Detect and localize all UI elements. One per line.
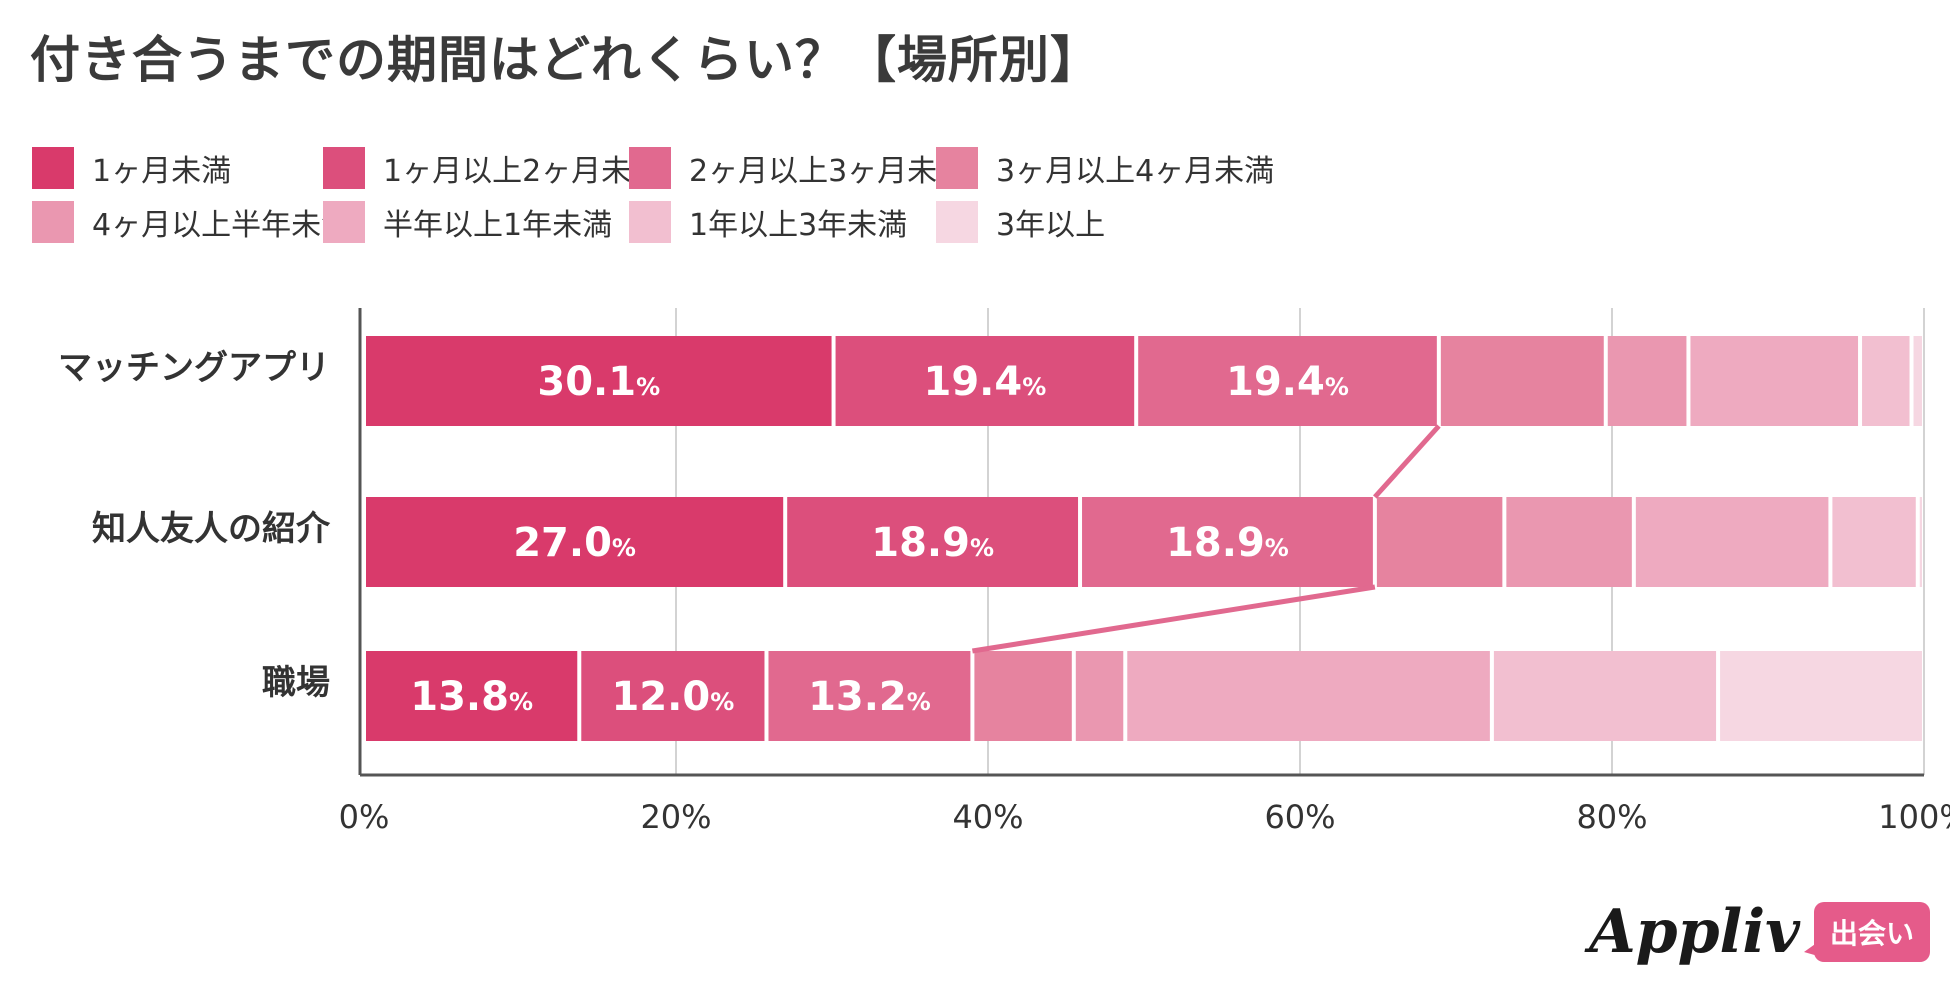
legend-swatch	[936, 147, 978, 189]
brand-name: Appliv	[1589, 897, 1800, 967]
bar-segment	[1082, 497, 1373, 587]
legend-label: 4ヶ月以上半年未満	[92, 208, 352, 243]
legend-label: 半年以上1年未満	[383, 208, 613, 243]
bar-segment	[1913, 336, 1922, 426]
legend-swatch	[323, 147, 365, 189]
data-label: 18.9%	[871, 520, 994, 566]
legend-label: 3ヶ月以上4ヶ月未満	[996, 154, 1275, 189]
bar-segment	[1127, 651, 1490, 741]
bar-segment	[768, 651, 971, 741]
legend-item: 1ヶ月未満	[32, 146, 231, 190]
bar-segment	[1635, 497, 1829, 587]
legend-swatch	[323, 201, 365, 243]
x-tick-label: 80%	[1576, 798, 1647, 836]
legend-item: 3年以上	[936, 200, 1105, 244]
bar-segment	[1075, 651, 1124, 741]
x-tick-label: 100%	[1878, 798, 1950, 836]
legend-swatch	[629, 201, 671, 243]
legend-swatch	[32, 147, 74, 189]
bar-segment	[1440, 336, 1604, 426]
legend-swatch	[936, 201, 978, 243]
bar-segment	[1862, 336, 1910, 426]
bar-segment	[1919, 497, 1922, 587]
legend-swatch	[32, 201, 74, 243]
legend-label: 2ヶ月以上3ヶ月未満	[689, 154, 968, 189]
bar-segment	[1138, 336, 1437, 426]
bar-segment	[974, 651, 1072, 741]
bar-segment	[1607, 336, 1687, 426]
bar-segment	[1720, 651, 1922, 741]
legend-swatch	[629, 147, 671, 189]
legend-item: 2ヶ月以上3ヶ月未満	[629, 146, 967, 190]
bar-segment	[787, 497, 1079, 587]
bar-segment	[835, 336, 1135, 426]
bar-segment	[581, 651, 765, 741]
bar-segment	[1376, 497, 1503, 587]
legend-item: 半年以上1年未満	[323, 200, 612, 244]
legend-label: 1年以上3年未満	[689, 208, 908, 243]
legend-item: 1ヶ月以上2ヶ月未満	[323, 146, 661, 190]
brand-logo: Appliv 出会い	[1589, 897, 1930, 967]
legend-item: 3ヶ月以上4ヶ月未満	[936, 146, 1274, 190]
bar-segment	[1832, 497, 1916, 587]
x-tick-label: 60%	[1264, 798, 1335, 836]
category-label: 知人友人の紹介	[92, 509, 331, 549]
x-tick-label: 40%	[952, 798, 1023, 836]
bar-segment	[1506, 497, 1632, 587]
x-tick-label: 20%	[640, 798, 711, 836]
legend-label: 3年以上	[996, 208, 1106, 243]
bar-segment	[1690, 336, 1859, 426]
bar-segment	[366, 497, 784, 587]
legend-label: 1ヶ月以上2ヶ月未満	[383, 154, 662, 189]
category-label: 職場	[262, 663, 330, 703]
connector-line	[972, 584, 1376, 654]
bar-segment	[366, 336, 832, 426]
legend-label: 1ヶ月未満	[92, 154, 232, 189]
brand-badge: 出会い	[1803, 902, 1930, 962]
category-label: マッチングアプリ	[58, 348, 330, 388]
bar-segment	[366, 651, 578, 741]
bar-segment	[1493, 651, 1717, 741]
x-tick-label: 0%	[339, 798, 390, 836]
chart-title: 付き合うまでの期間はどれくらい？【場所別】	[30, 31, 1101, 89]
legend-item: 1年以上3年未満	[629, 200, 907, 244]
connector-line	[1373, 424, 1441, 499]
legend-item: 4ヶ月以上半年未満	[32, 200, 351, 244]
